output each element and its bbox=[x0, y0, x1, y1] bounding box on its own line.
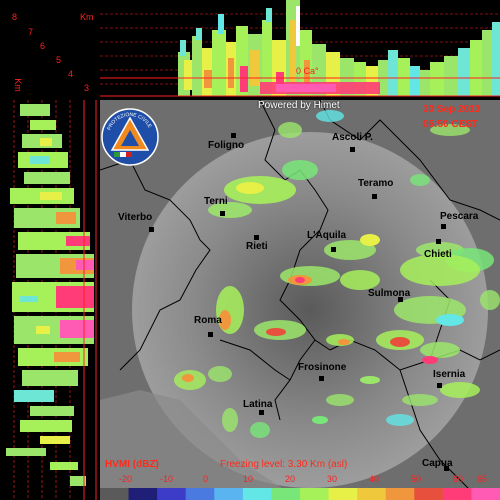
city-marker-ascoli bbox=[350, 147, 355, 152]
civil-protection-logo: PROTEZIONE CIVILE bbox=[101, 108, 159, 166]
colorbar-segment bbox=[157, 488, 187, 500]
left-echo-rows bbox=[6, 104, 94, 486]
km-unit-left: Km bbox=[12, 78, 23, 92]
km-label-8: 8 bbox=[12, 12, 18, 22]
city-marker-laquila bbox=[331, 247, 336, 252]
km-label-5: 5 bbox=[56, 55, 62, 65]
km-label-3: 3 bbox=[84, 83, 90, 93]
colorbar-segment bbox=[214, 488, 244, 500]
colorbar-tick: 40 bbox=[369, 474, 380, 484]
reflectivity-colorbar bbox=[100, 488, 500, 500]
city-label-pescara: Pescara bbox=[440, 211, 479, 222]
city-label-sulmona: Sulmona bbox=[368, 288, 411, 299]
city-label-isernia: Isernia bbox=[433, 369, 466, 380]
city-label-terni: Terni bbox=[204, 196, 228, 207]
colorbar-tick: 10 bbox=[243, 474, 254, 484]
city-label-teramo: Teramo bbox=[358, 178, 394, 189]
colorbar-tick: -20 bbox=[119, 474, 133, 484]
colorbar-segment bbox=[328, 488, 358, 500]
city-marker-isernia bbox=[437, 383, 442, 388]
colorbar-tick: 50 bbox=[411, 474, 422, 484]
sea-area bbox=[100, 390, 300, 500]
top-cross-section-plot: 0 Ca° bbox=[100, 0, 500, 97]
city-label-foligno: Foligno bbox=[208, 140, 245, 151]
radar-date: 30 Sep 2013 bbox=[423, 104, 481, 115]
colorbar-segment bbox=[442, 488, 472, 500]
colorbar-tick: 0 bbox=[203, 474, 209, 484]
colorbar-segment bbox=[385, 488, 415, 500]
left-cross-section-plot bbox=[6, 100, 97, 500]
colorbar-tick: 20 bbox=[285, 474, 296, 484]
city-marker-viterbo bbox=[149, 227, 154, 232]
powered-by-label: Powered by Himet bbox=[258, 100, 340, 111]
radar-coverage-circle bbox=[132, 132, 488, 488]
city-label-frosinone: Frosinone bbox=[298, 362, 347, 373]
city-marker-frosinone bbox=[319, 376, 324, 381]
radar-time: 05:50 CEST bbox=[423, 119, 479, 130]
city-label-viterbo: Viterbo bbox=[118, 212, 153, 223]
city-marker-foligno bbox=[231, 133, 236, 138]
colorbar-segment bbox=[128, 488, 158, 500]
colorbar-tick: 30 bbox=[327, 474, 338, 484]
colorbar-segment bbox=[242, 488, 272, 500]
colorbar-segment bbox=[185, 488, 215, 500]
colorbar-tick: 65 bbox=[477, 474, 488, 484]
city-marker-chieti bbox=[436, 239, 441, 244]
colorbar-segment bbox=[271, 488, 301, 500]
radar-map-canvas bbox=[99, 99, 500, 500]
km-label-4: 4 bbox=[68, 69, 74, 79]
city-label-capua: Capua bbox=[422, 458, 453, 469]
city-label-chieti: Chieti bbox=[424, 249, 452, 260]
radar-map[interactable]: Foligno Ascoli P. Teramo Terni Pescara V… bbox=[99, 99, 500, 500]
city-marker-latina bbox=[259, 410, 264, 415]
city-label-rieti: Rieti bbox=[246, 241, 268, 252]
km-label-7: 7 bbox=[28, 27, 34, 37]
colorbar-segment bbox=[414, 488, 444, 500]
city-label-laquila: L'Aquila bbox=[307, 230, 347, 241]
city-marker-terni bbox=[220, 211, 225, 216]
product-label: HVMI (dBZ) bbox=[105, 459, 159, 470]
city-marker-sulmona bbox=[398, 297, 403, 302]
city-marker-roma bbox=[208, 332, 213, 337]
left-cross-section bbox=[0, 100, 100, 500]
freezing-marker: 0 Ca° bbox=[296, 66, 319, 76]
km-label-6: 6 bbox=[40, 41, 46, 51]
colorbar-segment bbox=[471, 488, 500, 500]
city-marker-capua bbox=[444, 466, 449, 471]
colorbar-tick: 60 bbox=[453, 474, 464, 484]
city-marker-teramo bbox=[372, 194, 377, 199]
top-echo-columns bbox=[178, 0, 500, 96]
freezing-level-label: Freezing level: 3.30 Km (asl) bbox=[220, 459, 348, 470]
top-cross-section: 0 Ca° bbox=[100, 0, 500, 100]
city-marker-rieti bbox=[254, 235, 259, 240]
city-marker-pescara bbox=[441, 224, 446, 229]
colorbar-segment bbox=[100, 488, 130, 500]
precipitation-echoes bbox=[174, 110, 500, 438]
colorbar-segment bbox=[300, 488, 330, 500]
city-label-ascoli: Ascoli P. bbox=[332, 132, 373, 143]
colorbar-tick: -10 bbox=[160, 474, 174, 484]
km-unit-top: Km bbox=[80, 12, 94, 22]
city-label-roma: Roma bbox=[194, 315, 222, 326]
city-label-latina: Latina bbox=[243, 399, 273, 410]
km-scale-panel: 8 7 6 5 4 3 Km Km bbox=[0, 0, 100, 100]
top-strongest-echo bbox=[276, 84, 336, 92]
region-boundaries bbox=[99, 99, 500, 500]
colorbar-segment bbox=[357, 488, 387, 500]
